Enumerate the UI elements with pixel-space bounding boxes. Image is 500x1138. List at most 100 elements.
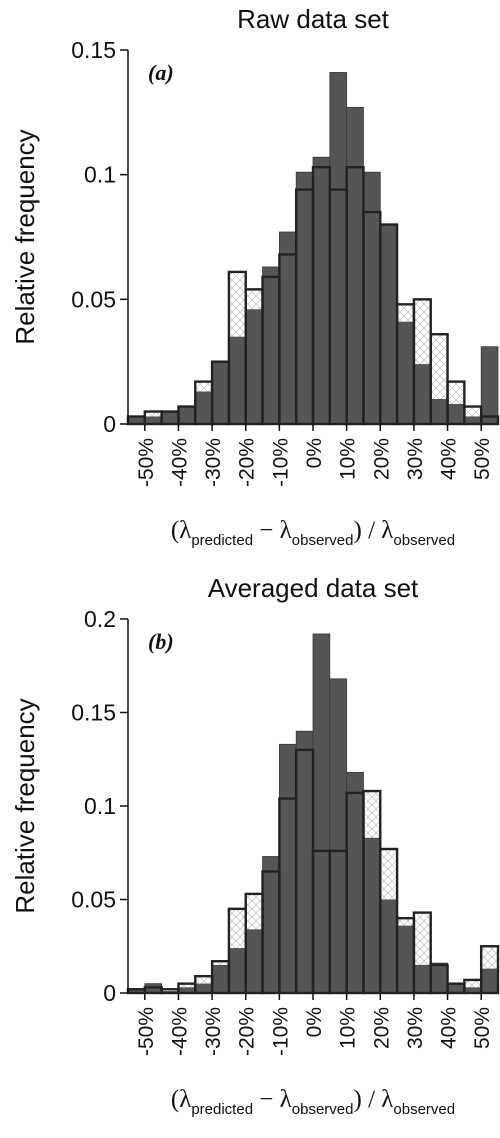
bar-filled xyxy=(447,983,465,994)
histogram-chart-averaged: Averaged data set 0 0.05 0.1 0.15 0.2 -50% -40%… xyxy=(10,573,500,1118)
bar-filled xyxy=(363,171,381,425)
chart-title: Averaged data set xyxy=(208,573,419,603)
bar-difference-hatch xyxy=(465,407,481,417)
bar-filled xyxy=(211,361,230,425)
y-axis-label: Relative frequency xyxy=(10,698,40,913)
bar-filled xyxy=(211,964,230,994)
bar-filled xyxy=(194,983,213,994)
bar-filled xyxy=(245,929,263,994)
bar-filled xyxy=(379,899,398,994)
bar-difference-hatch xyxy=(398,305,413,322)
x-tick-label: -50% xyxy=(135,1007,158,1056)
x-tick-label: 0% xyxy=(303,438,326,468)
y-tick-label: 0.1 xyxy=(84,793,116,819)
x-tick-label: -40% xyxy=(168,1007,191,1056)
bar-outline xyxy=(479,415,500,426)
bar-filled xyxy=(413,964,432,994)
x-tick-label: 10% xyxy=(337,1007,360,1049)
bar-filled xyxy=(312,633,331,994)
x-tick-label: 10% xyxy=(337,438,360,480)
bar-difference-hatch xyxy=(482,947,497,969)
panel-label: (b) xyxy=(148,629,174,654)
y-tick-label: 0.2 xyxy=(84,606,116,632)
bar-outline xyxy=(429,333,449,426)
bar-difference-hatch xyxy=(196,977,212,984)
bar-difference-hatch xyxy=(145,412,161,417)
bar-filled xyxy=(363,837,381,994)
bar-filled xyxy=(346,106,364,425)
x-axis-label: (λpredicted − λobserved) / λobserved xyxy=(171,1086,455,1118)
x-tick-label: -20% xyxy=(236,438,259,487)
bar-filled xyxy=(430,398,448,425)
bar-filled xyxy=(312,156,331,425)
bar-filled xyxy=(430,962,448,994)
y-tick-label: 0 xyxy=(103,980,116,1006)
bar-difference-hatch xyxy=(179,984,195,988)
y-tick-label: 0.1 xyxy=(84,162,116,188)
bar-outline xyxy=(412,911,432,995)
x-tick-label: -30% xyxy=(202,438,225,487)
bar-difference-hatch xyxy=(162,990,178,992)
x-tick-label: 0% xyxy=(303,1007,326,1037)
bar-difference-hatch xyxy=(381,850,397,900)
x-tick-label: 40% xyxy=(438,1007,461,1049)
bar-filled xyxy=(447,403,465,425)
x-tick-label: 30% xyxy=(404,438,427,480)
bar-filled xyxy=(228,947,247,994)
bar-filled xyxy=(278,743,297,994)
x-tick-label: -10% xyxy=(269,1007,292,1056)
bar-filled xyxy=(329,72,348,425)
bar-filled xyxy=(194,391,213,425)
bar-difference-hatch xyxy=(431,335,447,400)
x-tick-label: -40% xyxy=(168,438,191,487)
bar-filled xyxy=(262,266,280,425)
bar-difference-hatch xyxy=(213,962,228,965)
bar-filled xyxy=(396,321,415,425)
x-tick-label: 50% xyxy=(471,438,494,480)
x-tick-label: 30% xyxy=(404,1007,427,1049)
bar-filled xyxy=(278,231,297,425)
y-axis-label: Relative frequency xyxy=(10,129,40,344)
bar-filled xyxy=(329,678,348,994)
x-tick-label: -30% xyxy=(202,1007,225,1056)
bar-difference-hatch xyxy=(414,300,430,365)
x-tick-label: 20% xyxy=(370,438,393,480)
chart-title: Raw data set xyxy=(237,4,390,34)
bar-filled xyxy=(379,224,398,425)
bar-difference-hatch xyxy=(246,290,262,310)
x-axis-label: (λpredicted − λobserved) / λobserved xyxy=(171,517,455,549)
bar-outline xyxy=(446,380,466,426)
bar-filled xyxy=(262,856,280,994)
bar-filled xyxy=(480,968,499,994)
bar-filled xyxy=(245,308,263,425)
y-tick-label: 0.05 xyxy=(71,286,116,312)
x-tick-label: -20% xyxy=(236,1007,259,1056)
x-tick-label: -50% xyxy=(135,438,158,487)
bar-filled xyxy=(228,336,247,425)
bar-filled xyxy=(295,730,314,994)
bar-difference-hatch xyxy=(398,919,413,926)
x-tick-label: -10% xyxy=(269,438,292,487)
y-tick-label: 0.15 xyxy=(71,700,116,726)
bar-difference-hatch xyxy=(229,272,245,337)
x-tick-label: 40% xyxy=(438,438,461,480)
y-tick-label: 0 xyxy=(103,411,116,437)
bar-filled xyxy=(396,925,415,994)
x-tick-label: 50% xyxy=(471,1007,494,1049)
bar-difference-hatch xyxy=(196,382,212,392)
y-tick-label: 0.15 xyxy=(71,37,116,63)
bar-filled xyxy=(178,406,196,425)
bar-filled xyxy=(480,346,499,425)
y-tick-label: 0.05 xyxy=(71,887,116,913)
bar-filled xyxy=(346,771,364,994)
bar-difference-hatch xyxy=(246,894,262,930)
bar-difference-hatch xyxy=(448,382,464,405)
bar-outline xyxy=(429,963,449,995)
bar-difference-hatch xyxy=(364,792,380,838)
bar-filled xyxy=(161,411,179,425)
x-tick-label: 20% xyxy=(370,1007,393,1049)
bar-difference-hatch xyxy=(465,980,481,988)
bar-outline xyxy=(463,405,483,426)
bar-filled xyxy=(295,171,314,425)
panel-label: (a) xyxy=(148,60,174,85)
